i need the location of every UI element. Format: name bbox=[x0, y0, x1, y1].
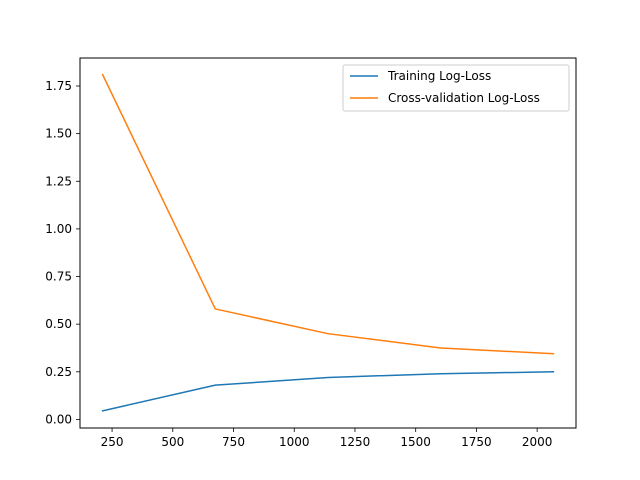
y-tick-label: 1.50 bbox=[45, 127, 72, 141]
x-tick-label: 1000 bbox=[279, 435, 310, 449]
plot-area bbox=[80, 58, 576, 428]
y-tick-label: 1.00 bbox=[45, 222, 72, 236]
legend-box bbox=[342, 64, 570, 112]
legend-label-cross-validation: Cross-validation Log-Loss bbox=[388, 91, 540, 105]
series-line-0 bbox=[101, 371, 555, 412]
legend-label-training: Training Log-Loss bbox=[387, 69, 491, 83]
y-tick-label: 0.25 bbox=[45, 365, 72, 379]
x-tick-label: 1250 bbox=[340, 435, 371, 449]
x-axis: 250 500 750 1000 1250 1500 1750 2000 bbox=[101, 428, 553, 449]
y-axis: 0.00 0.25 0.50 0.75 1.00 1.25 1.50 1.75 bbox=[45, 79, 80, 426]
x-tick-label: 2000 bbox=[522, 435, 553, 449]
plot-frame bbox=[79, 57, 577, 429]
series-line-1 bbox=[101, 73, 555, 355]
y-tick-label: 0.50 bbox=[45, 317, 72, 331]
y-tick-label: 0.00 bbox=[45, 412, 72, 426]
x-tick-label: 1750 bbox=[461, 435, 492, 449]
y-tick-label: 0.75 bbox=[45, 270, 72, 284]
legend: Training Log-Loss Cross-validation Log-L… bbox=[342, 64, 570, 112]
x-tick-label: 1500 bbox=[400, 435, 431, 449]
x-tick-label: 500 bbox=[161, 435, 184, 449]
x-tick-label: 750 bbox=[222, 435, 245, 449]
y-tick-label: 1.75 bbox=[45, 79, 72, 93]
y-tick-label: 1.25 bbox=[45, 174, 72, 188]
series-layer bbox=[101, 73, 555, 412]
x-tick-label: 250 bbox=[101, 435, 124, 449]
